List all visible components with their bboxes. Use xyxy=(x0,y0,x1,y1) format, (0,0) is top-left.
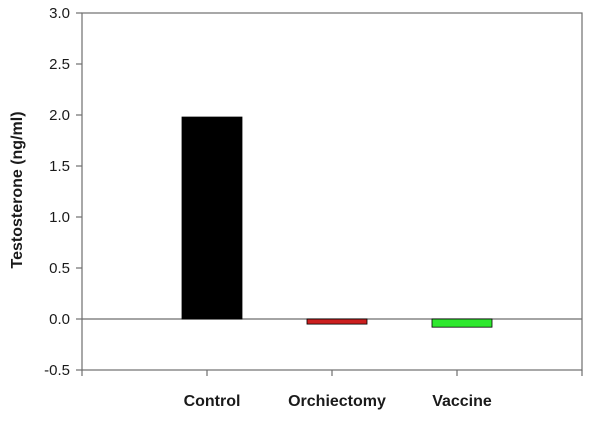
y-tick-label: 3.0 xyxy=(49,5,70,22)
bars-group xyxy=(181,116,493,328)
y-tick-label: 0.5 xyxy=(49,260,70,277)
x-category-label: Control xyxy=(184,393,241,410)
y-tick-label: 0.0 xyxy=(49,311,70,328)
y-tick-label: -0.5 xyxy=(44,362,70,379)
y-tick-label: 2.5 xyxy=(49,56,70,73)
y-axis-title: Testosterone (ng/ml) xyxy=(9,111,26,268)
x-category-label: Orchiectomy xyxy=(288,393,386,410)
y-tick-label: 2.0 xyxy=(49,107,70,124)
y-tick-label: 1.0 xyxy=(49,209,70,226)
y-tick-label: 1.5 xyxy=(49,158,70,175)
x-category-label: Vaccine xyxy=(432,393,492,410)
plot-frame xyxy=(81,12,583,371)
bar-control xyxy=(181,116,243,320)
bar-orchiectomy xyxy=(306,318,368,325)
bar-vaccine xyxy=(431,318,493,328)
labels-group: -0.5 0.0 0.5 1.0 1.5 2.0 2.5 3.0 Control Orchiect… xyxy=(44,5,492,410)
